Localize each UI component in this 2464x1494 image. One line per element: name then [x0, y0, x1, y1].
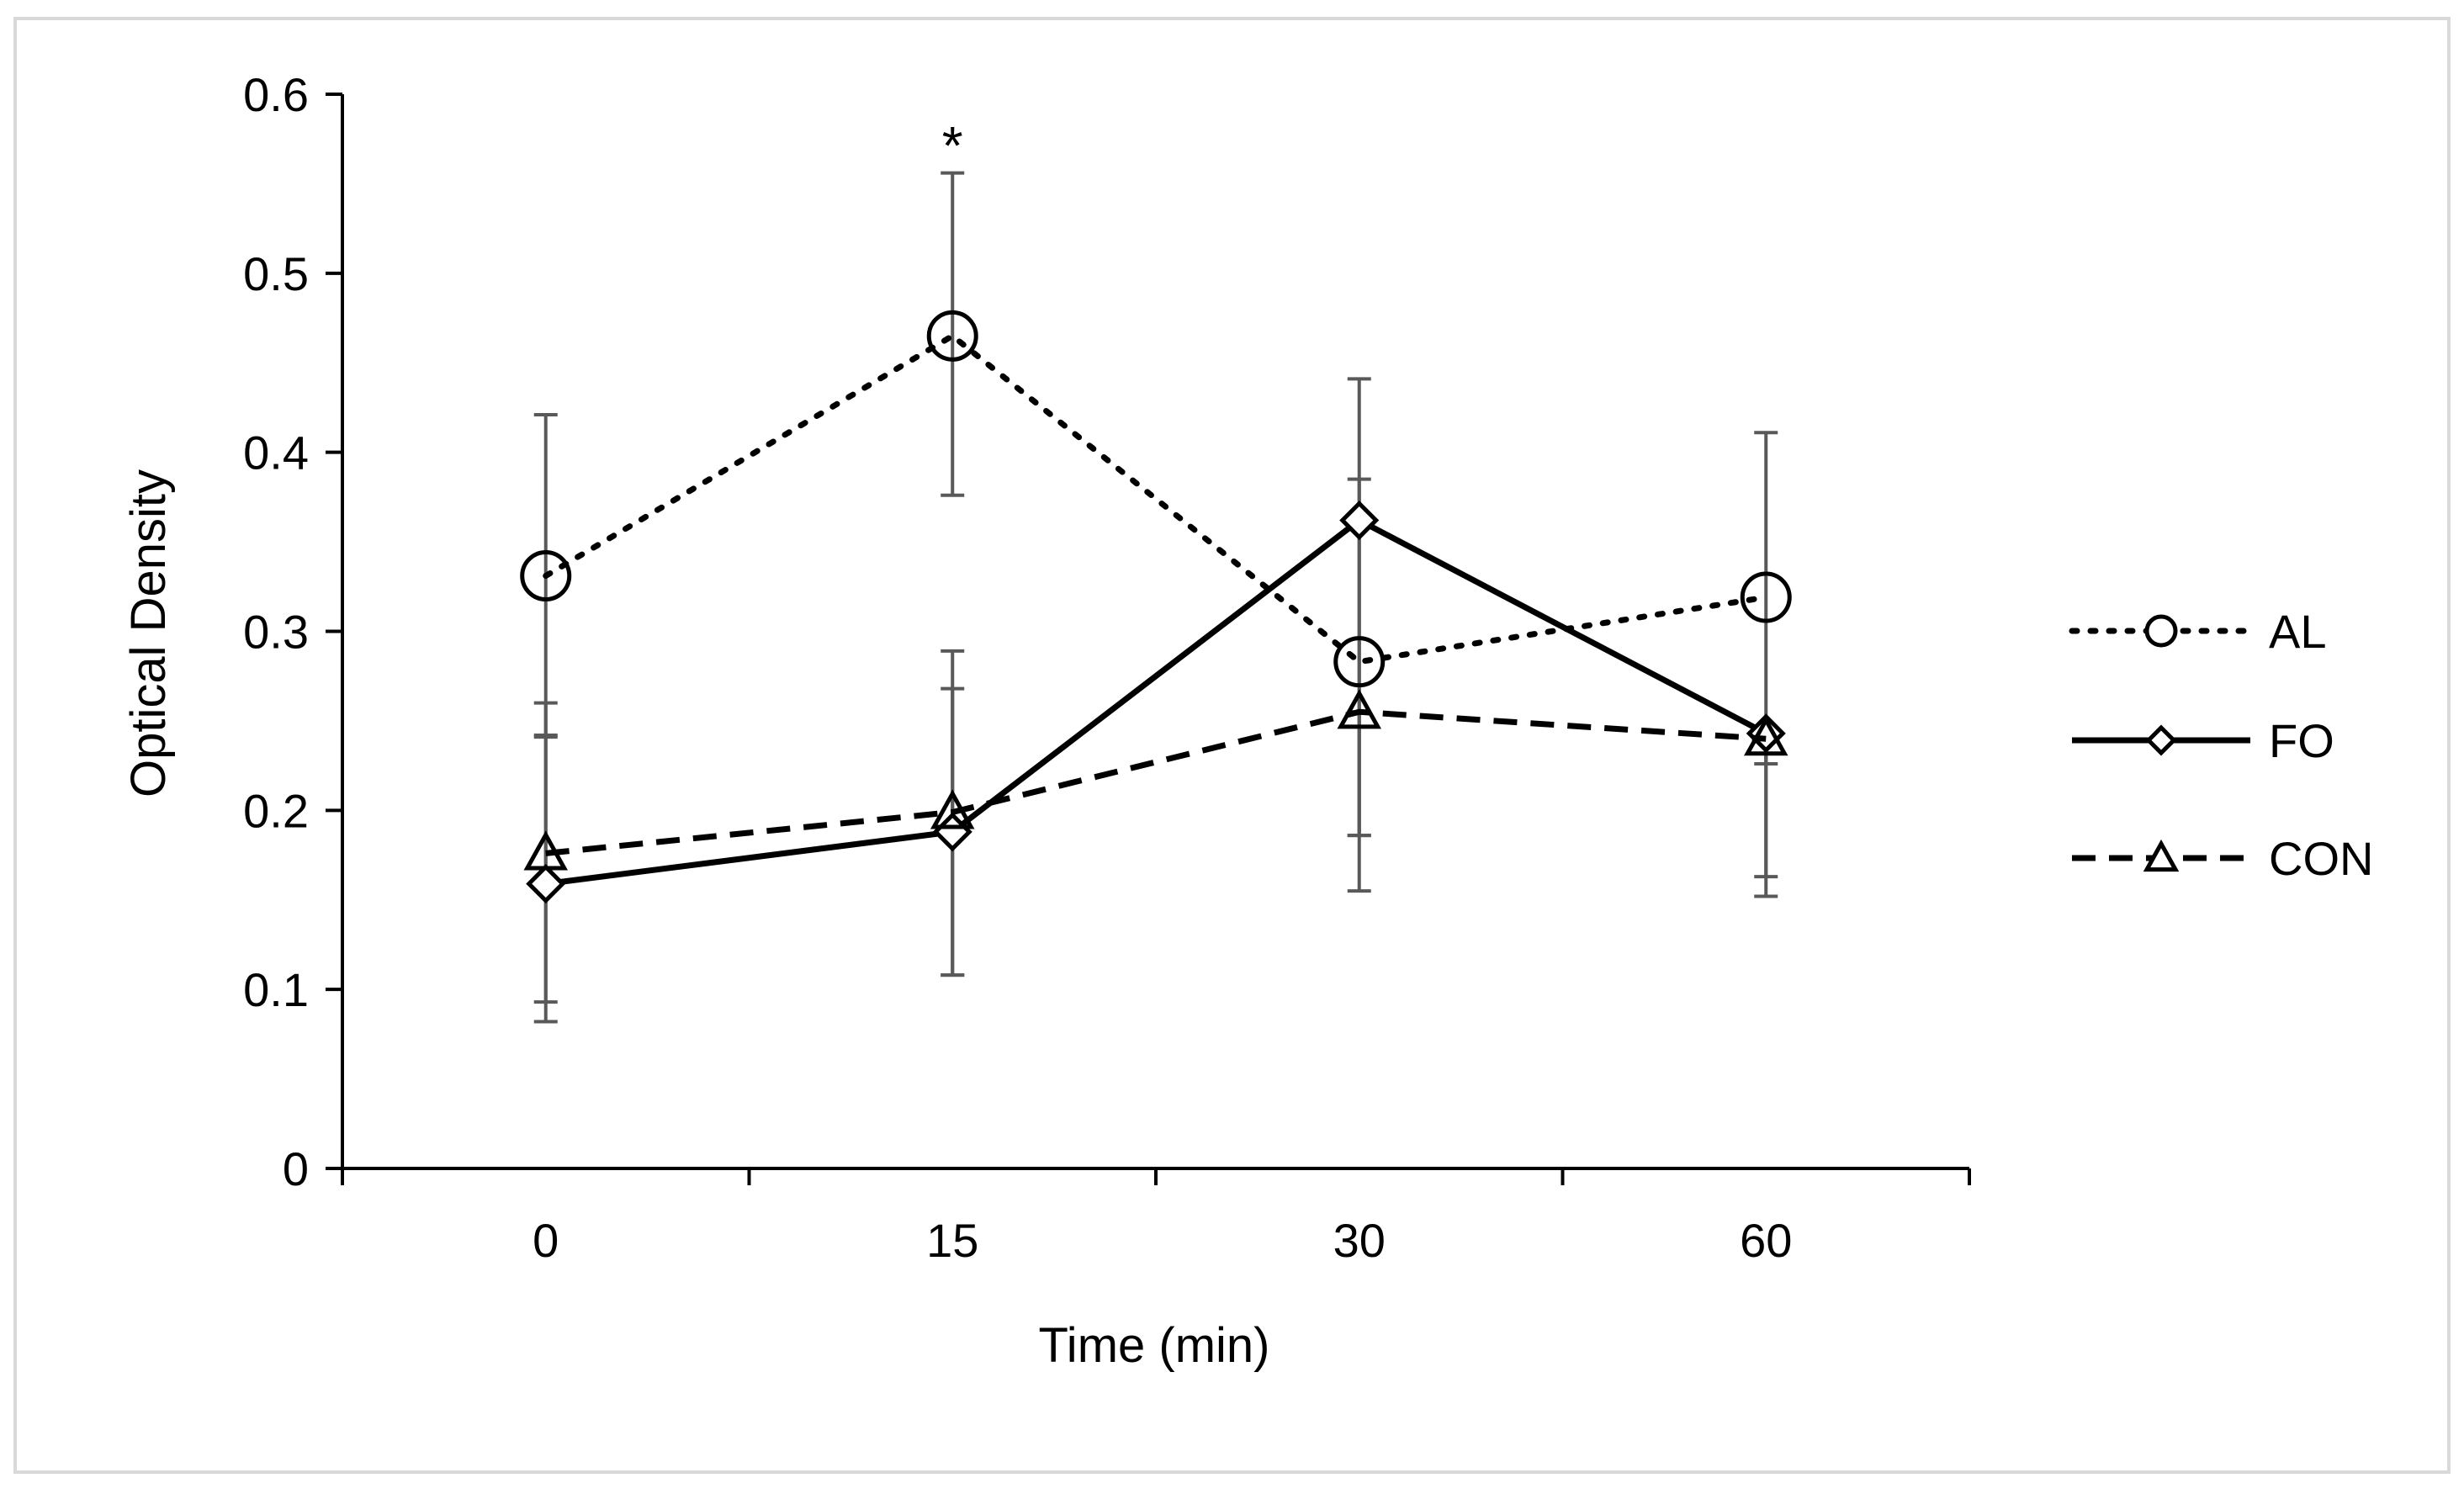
data-point-al [1740, 571, 1792, 623]
legend-label-fo: FO [2269, 714, 2334, 767]
data-point-con [930, 789, 975, 829]
legend-marker-con [2143, 839, 2180, 872]
series-line-fo [545, 517, 1767, 887]
legend-marker-al [2144, 614, 2178, 648]
data-point-con [1337, 689, 1381, 729]
y-tick-label: 0.6 [243, 68, 309, 121]
y-tick-label: 0.2 [243, 784, 309, 837]
y-tick-label: 0.1 [243, 963, 309, 1016]
x-tick-label: 30 [1333, 1214, 1386, 1267]
data-point-fo [1339, 501, 1380, 541]
legend-label-al: AL [2269, 605, 2327, 658]
data-point-con [1744, 716, 1788, 756]
series-line-con [545, 708, 1767, 856]
data-point-al [926, 310, 978, 362]
y-axis-title: Optical Density [121, 469, 176, 797]
data-point-fo [526, 864, 566, 904]
x-axis-title: Time (min) [1039, 1318, 1270, 1373]
significance-marker: * [942, 115, 963, 176]
chart-border [13, 17, 2451, 1474]
y-tick-label: 0.3 [243, 606, 309, 659]
y-tick-label: 0.5 [243, 247, 309, 300]
data-point-fo [1746, 713, 1786, 754]
legend-marker-fo [2145, 724, 2177, 756]
y-tick-label: 0.4 [243, 426, 309, 479]
data-point-con [523, 830, 568, 871]
y-tick-label: 0 [283, 1142, 309, 1195]
x-tick-label: 60 [1740, 1214, 1792, 1267]
plot-area: 0 0.1 0.2 0.3 0.4 0.5 0.6 0 15 30 60 * AL FO CON [243, 68, 2373, 1267]
legend-label-con: CON [2269, 832, 2373, 885]
x-tick-label: 15 [926, 1214, 978, 1267]
data-point-al [520, 550, 572, 602]
data-point-al [1333, 636, 1386, 688]
x-tick-label: 0 [533, 1214, 559, 1267]
